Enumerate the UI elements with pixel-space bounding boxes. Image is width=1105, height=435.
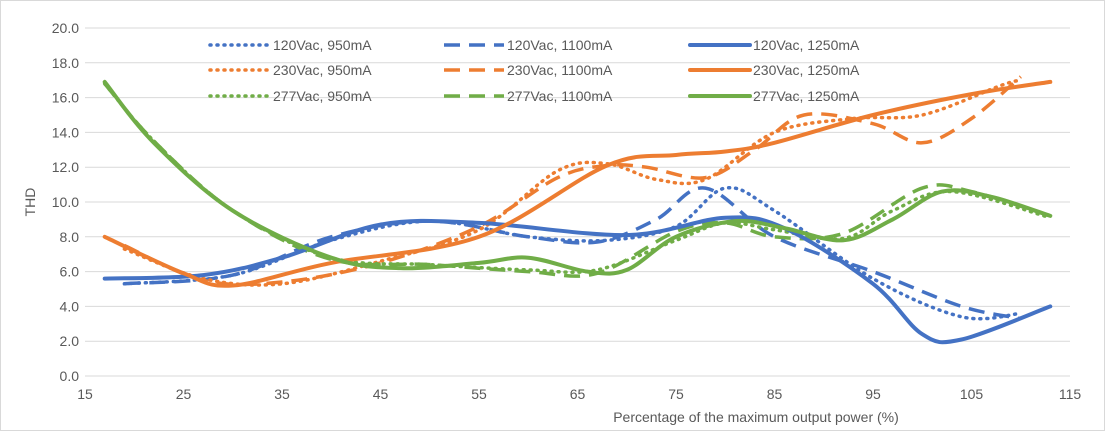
legend-label: 230Vac, 950mA xyxy=(273,62,372,78)
series-line-230vac-1250ma xyxy=(102,79,1053,288)
y-tick-label: 14.0 xyxy=(52,124,79,140)
y-tick-label: 10.0 xyxy=(52,194,79,210)
y-tick-label: 6.0 xyxy=(60,264,80,280)
legend-item: 230Vac, 1100mA xyxy=(444,62,613,78)
legend-label: 230Vac, 1250mA xyxy=(753,62,860,78)
x-tick-label: 105 xyxy=(960,386,984,402)
legend: 120Vac, 950mA 120Vac, 1100mA 120Vac, 1250m… xyxy=(208,37,860,104)
x-tick-label: 65 xyxy=(570,386,586,402)
legend-label: 120Vac, 1250mA xyxy=(753,37,860,53)
legend-item: 277Vac, 1250mA xyxy=(688,88,860,104)
series-layer xyxy=(102,75,1053,345)
legend-item: 120Vac, 1250mA xyxy=(688,37,860,53)
y-tick-label: 18.0 xyxy=(52,55,79,71)
y-tick-label: 12.0 xyxy=(52,159,79,175)
y-tick-label: 2.0 xyxy=(60,333,80,349)
series-line-120vac-950ma xyxy=(122,185,1023,321)
legend-item: 230Vac, 950mA xyxy=(208,62,372,78)
legend-label: 277Vac, 1250mA xyxy=(753,88,860,104)
x-tick-label: 115 xyxy=(1059,386,1082,402)
x-tick-label: 75 xyxy=(668,386,684,402)
legend-item: 277Vac, 950mA xyxy=(208,88,372,104)
legend-label: 277Vac, 1100mA xyxy=(507,88,613,104)
x-tick-label: 15 xyxy=(77,386,93,402)
y-tick-labels: 0.0 2.0 4.0 6.0 8.0 10.0 12.0 14.0 16.0 18.0 20.0 xyxy=(52,20,79,384)
y-tick-label: 0.0 xyxy=(60,368,80,384)
legend-item: 120Vac, 1100mA xyxy=(444,37,613,53)
legend-item: 230Vac, 1250mA xyxy=(688,62,860,78)
series-line-120vac-1100ma xyxy=(124,186,1022,321)
y-tick-label: 4.0 xyxy=(60,298,80,314)
x-axis-label: Percentage of the maximum output power (… xyxy=(613,409,899,425)
y-tick-label: 20.0 xyxy=(52,20,79,36)
x-tick-labels: 15 25 35 45 55 65 75 85 95 105 115 xyxy=(77,386,1081,402)
gridlines xyxy=(85,27,1070,377)
x-tick-label: 95 xyxy=(865,386,881,402)
y-tick-label: 8.0 xyxy=(60,229,80,245)
x-tick-label: 55 xyxy=(471,386,487,402)
x-tick-label: 35 xyxy=(274,386,290,402)
legend-label: 230Vac, 1100mA xyxy=(507,62,613,78)
legend-label: 120Vac, 1100mA xyxy=(507,37,613,53)
series-line-277vac-1250ma xyxy=(102,79,1053,276)
y-axis-label: THD xyxy=(22,188,38,217)
x-tick-label: 85 xyxy=(767,386,783,402)
x-tick-label: 25 xyxy=(176,386,192,402)
series-line-120vac-1250ma xyxy=(102,215,1053,345)
x-tick-label: 45 xyxy=(373,386,389,402)
legend-item: 277Vac, 1100mA xyxy=(444,88,613,104)
legend-item: 120Vac, 950mA xyxy=(208,37,372,53)
y-tick-label: 16.0 xyxy=(52,90,79,106)
series-line-230vac-1100ma xyxy=(123,75,1022,287)
legend-label: 277Vac, 950mA xyxy=(273,88,372,104)
legend-label: 120Vac, 950mA xyxy=(273,37,372,53)
